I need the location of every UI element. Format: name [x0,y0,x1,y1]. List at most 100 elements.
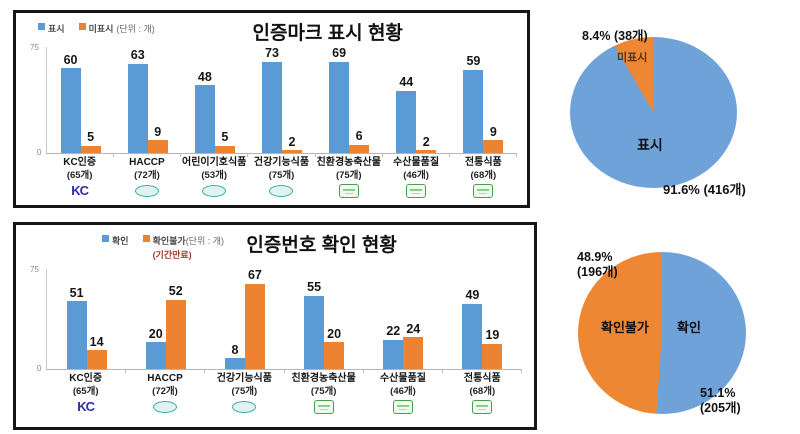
chart-header: 확인 확인불가(단위 : 개) (기간만료) 인증번호 확인 현황 [16,225,534,269]
bar-value-label: 63 [130,48,145,63]
category-count: (46개) [390,385,416,397]
secondary-bar: 2 [281,47,302,153]
oval-cert-mark-icon [232,400,257,413]
bar-group: 55 20 [285,269,364,373]
category-label: 친환경농축산물 [316,157,381,168]
secondary-bar: 6 [349,47,370,153]
bar [261,61,282,153]
legend-label: 미표시 [88,24,114,34]
category-label: 수산물품질 [379,373,426,384]
secondary-bar: 52 [165,269,186,369]
bar [60,68,81,153]
square-cert-mark-icon [406,183,427,198]
bar-group: 73 2 [248,47,316,157]
bar [194,85,215,153]
bar-value-label: 20 [327,326,342,341]
category-label: HACCP [147,373,183,384]
bar-value-label: 59 [466,54,481,69]
legend-swatch-blue [38,23,45,30]
bar-value-label: 8 [231,342,239,357]
bar [145,342,166,369]
category: 건강기능식품 (75개) [205,373,284,415]
bar-group: 22 24 [364,269,444,373]
pie-slice-label: 확인 [677,320,701,335]
primary-bar: 51 [66,269,87,369]
bar-value-label: 51 [69,285,84,300]
oval-cert-mark-icon [152,400,177,413]
secondary-bar: 5 [214,47,235,153]
legend-item-confirmed: 확인 [102,234,129,261]
category-label: 수산물품질 [393,157,440,168]
primary-bar: 22 [383,269,404,369]
pie-slice-callout: 51.1% (205개) [700,386,741,416]
bar-value-label: 60 [63,52,78,67]
bar-group: 51 14 [47,269,127,373]
bar [403,337,424,369]
bar-value-label: 20 [148,326,163,341]
square-cert-mark-icon [473,183,494,198]
category-label: 친환경농축산물 [291,373,356,384]
cert-mark-icon-slot: KC [46,398,125,415]
cert-mark-icon-slot: KC [46,182,113,199]
bar-value-label: 44 [399,75,414,90]
legend-swatch-orange [78,23,86,30]
primary-bar: 63 [127,47,148,153]
pie-callout-pct: 51.1% [700,386,736,400]
legend-item-not-shown: 미표시 (단위 : 개) [78,22,155,35]
category-label: 건강기능식품 [216,373,272,384]
category-label: 전통식품 [463,373,501,384]
bar [224,358,245,369]
primary-bar: 44 [396,47,417,153]
bar-value-label: 55 [307,280,322,295]
bar-group: 20 52 [126,269,206,373]
bar-group: 60 5 [47,47,115,157]
bar [165,299,186,369]
bar-value-label: 49 [465,288,480,303]
bar [463,69,484,153]
bar [482,343,503,369]
category-count: (72개) [134,169,160,181]
bar-group: 49 19 [443,269,523,373]
category-count: (65개) [66,169,93,181]
pie-slice-callout: 8.4% (38개) [582,29,648,43]
category-count: (53개) [201,169,228,181]
bar-group: 59 9 [450,47,518,157]
primary-bar: 60 [60,47,81,153]
bar-value-label: 2 [422,134,430,149]
category: KC인증 (65개) KC [46,157,113,199]
oval-cert-mark-icon [269,184,294,197]
primary-bar: 73 [261,47,282,153]
category-count: (75개) [268,169,295,181]
bar-value-label: 9 [489,124,497,139]
secondary-bar: 2 [416,47,437,153]
chart-title: 인증번호 확인 현황 [246,235,397,256]
legend-label: 확인 [112,236,129,246]
secondary-bar: 24 [403,269,424,369]
cert-mark-icon-slot [205,398,284,415]
bar [244,283,265,369]
cert-number-check-chart-panel: 확인 확인불가(단위 : 개) (기간만료) 인증번호 확인 현황 75 0 5… [13,222,537,430]
bar [80,145,101,153]
cert-mark-display-pie [570,37,737,188]
legend-swatch-blue [102,235,109,242]
secondary-bar: 9 [483,47,504,153]
cert-mark-icon-slot [113,182,180,199]
pie-slice-label: 표시 [637,137,663,153]
legend-label-block: 확인불가(단위 : 개) (기간만료) [153,234,224,261]
unit-label: (단위 : 개) [116,24,155,34]
bar [462,303,483,369]
category: 친환경농축산물 (75개) [315,157,382,199]
bar-value-label: 69 [332,46,347,60]
bar [349,144,370,153]
bar-value-label: 19 [485,328,500,343]
category: HACCP (72개) [113,157,180,199]
legend-note: (기간만료) [152,250,192,260]
y-axis-tick-max: 75 [30,265,39,274]
primary-bar: 8 [224,269,245,369]
bar-value-label: 24 [406,321,421,336]
secondary-bar: 5 [80,47,101,153]
bar [147,140,168,153]
secondary-bar: 20 [324,269,345,369]
bar [383,339,404,369]
